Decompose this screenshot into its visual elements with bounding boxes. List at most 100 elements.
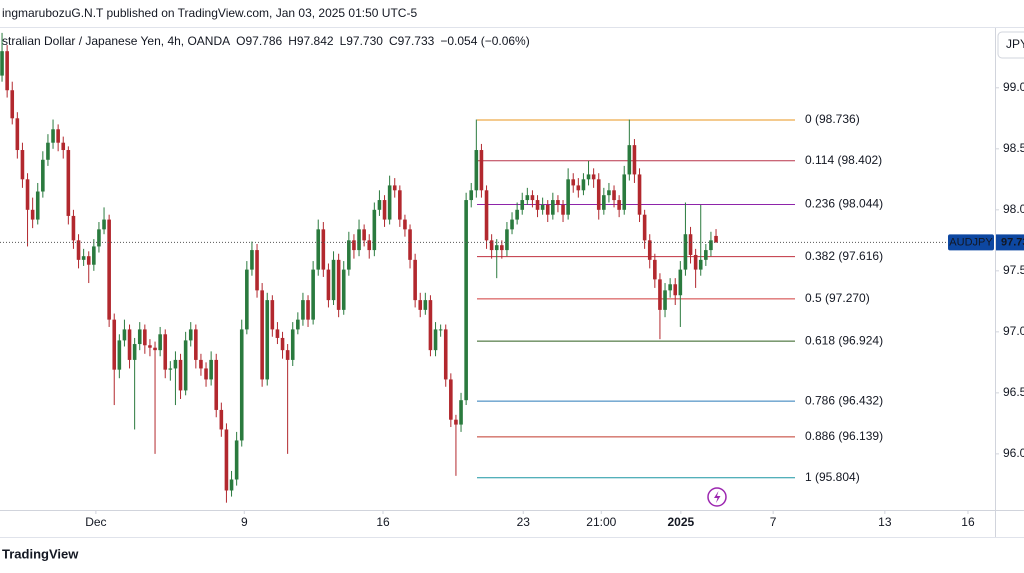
fib-label: 0.5 (97.270) bbox=[805, 291, 870, 305]
candle-body bbox=[301, 300, 305, 320]
candle-body bbox=[647, 240, 652, 260]
y-tick-label: 99.0 bbox=[1003, 80, 1024, 94]
candle-body bbox=[683, 234, 688, 270]
candle-body bbox=[413, 259, 417, 301]
candle-body bbox=[239, 329, 244, 441]
candle-body bbox=[5, 51, 9, 91]
symbol-tag: AUDJPY bbox=[949, 236, 993, 248]
candle-body bbox=[571, 179, 576, 186]
candle-body bbox=[449, 379, 453, 420]
candle-body bbox=[688, 234, 693, 255]
candle-body bbox=[525, 195, 530, 201]
symbol-tag-box bbox=[948, 234, 994, 251]
candle-body bbox=[71, 215, 76, 241]
fib-label: 0.886 (96.139) bbox=[805, 429, 883, 443]
candle-body bbox=[352, 240, 356, 251]
candle-body bbox=[199, 359, 203, 369]
x-tick-label: Dec bbox=[85, 515, 106, 529]
candle-body bbox=[510, 219, 514, 230]
candle-body bbox=[428, 300, 433, 351]
fib-label: 0 (98.736) bbox=[805, 112, 860, 126]
candle-body bbox=[693, 254, 698, 270]
candle-body bbox=[586, 174, 591, 180]
candle-body bbox=[494, 245, 499, 251]
candle-body bbox=[489, 240, 494, 251]
candle-body bbox=[392, 185, 397, 191]
candle-body bbox=[275, 329, 280, 338]
candle-body bbox=[372, 209, 377, 251]
candle-body bbox=[459, 400, 463, 425]
candle-body bbox=[209, 359, 213, 380]
candle-body bbox=[658, 279, 662, 310]
candle-body bbox=[255, 250, 259, 291]
candle-body bbox=[515, 209, 519, 220]
candle-body bbox=[520, 200, 525, 210]
candle-body bbox=[581, 179, 586, 191]
candle-body bbox=[454, 419, 458, 425]
candle-body bbox=[403, 219, 407, 230]
candle-body bbox=[15, 118, 20, 151]
candle-body bbox=[326, 269, 331, 301]
candle-body bbox=[653, 259, 657, 280]
candle-body bbox=[296, 319, 300, 330]
fib-label: 0.236 (98.044) bbox=[805, 197, 883, 211]
candle-body bbox=[530, 195, 535, 201]
candle-body bbox=[66, 150, 71, 216]
price-tag-box bbox=[996, 234, 1024, 251]
candle-body bbox=[86, 256, 91, 265]
ohlc-legend-item: C97.733 bbox=[389, 34, 435, 48]
fib-label: 0.382 (97.616) bbox=[805, 249, 883, 263]
candle-body bbox=[163, 334, 168, 370]
candle-body bbox=[158, 334, 162, 351]
alert-circle[interactable] bbox=[707, 487, 727, 507]
candle-body bbox=[168, 368, 173, 370]
alert-bolt[interactable] bbox=[714, 491, 721, 503]
candle-body bbox=[107, 219, 111, 320]
candle-body bbox=[219, 409, 224, 430]
candle-body bbox=[229, 479, 234, 491]
candle-body bbox=[382, 200, 387, 220]
y-tick-label: 97.0 bbox=[1003, 324, 1024, 338]
candle-body bbox=[102, 219, 106, 230]
candle-body bbox=[331, 259, 336, 301]
candle-body bbox=[632, 145, 637, 175]
currency-button[interactable] bbox=[997, 31, 1024, 59]
candle-body bbox=[566, 179, 570, 215]
candle-body bbox=[204, 368, 208, 380]
candle-body bbox=[56, 129, 60, 143]
ohlc-legend-item: H97.842 bbox=[288, 34, 334, 48]
candle-body bbox=[137, 329, 142, 345]
candle-body bbox=[637, 174, 642, 215]
candle-body bbox=[76, 240, 81, 260]
ohlc-legend-item: O97.786 bbox=[236, 34, 282, 48]
candle-body bbox=[362, 229, 366, 241]
candle-body bbox=[316, 229, 321, 270]
x-tick-label: 9 bbox=[241, 515, 248, 529]
fib-label: 0.786 (96.432) bbox=[805, 393, 883, 407]
candle-body bbox=[500, 245, 504, 251]
candle-body bbox=[265, 300, 270, 380]
candle-body bbox=[408, 229, 412, 260]
candle-body bbox=[556, 200, 560, 205]
candle-body bbox=[245, 269, 249, 330]
candle-body bbox=[178, 359, 183, 391]
fib-label: 0.618 (96.924) bbox=[805, 333, 883, 347]
candle-body bbox=[484, 190, 489, 241]
candle-body bbox=[250, 250, 254, 270]
candle-body bbox=[464, 200, 468, 401]
publish-header: ingmarubozuG.N.T published on TradingVie… bbox=[2, 6, 417, 20]
candle-body bbox=[576, 185, 581, 191]
x-tick-label: 16 bbox=[376, 515, 390, 529]
candle-body bbox=[143, 329, 147, 346]
candle-body bbox=[433, 329, 438, 351]
candle-body bbox=[127, 329, 132, 360]
alert-icon[interactable] bbox=[707, 487, 727, 507]
candle-body bbox=[377, 200, 382, 210]
candle-body bbox=[188, 329, 193, 341]
currency-label[interactable]: JPY bbox=[1006, 37, 1024, 51]
footer-logo: TradingView bbox=[2, 546, 79, 561]
candle-body bbox=[505, 229, 509, 251]
candle-body bbox=[81, 256, 86, 260]
candle-body bbox=[438, 329, 443, 331]
